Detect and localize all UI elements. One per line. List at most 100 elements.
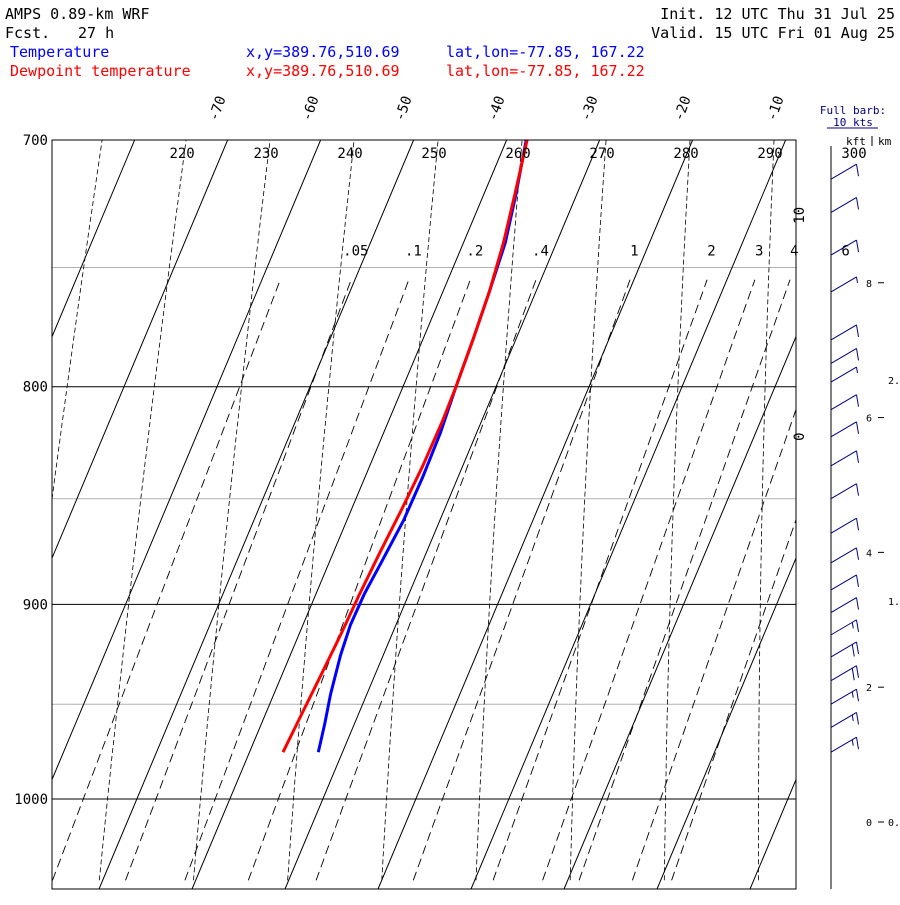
wind-barb-flag-12 [856,421,859,434]
wind-barb-flag-3 [851,668,855,681]
pressure-label-700: 700 [23,133,48,149]
wind-barb-flag-18 [856,240,859,253]
temperature-xy: x,y=389.76,510.69 [246,43,400,61]
wind-barb-flag-8 [856,547,859,560]
mixing-ratio-0.2 [247,279,471,881]
dry-adiabat-280 [663,140,691,881]
mixing-ratio-label-.05: .05 [343,243,368,259]
dry-adiabat-240 [287,140,355,881]
wind-barb-14 [830,366,858,383]
wind-barb-staff-11 [830,450,857,467]
isotherm--40 [191,140,508,889]
wind-barb-staff-6 [830,597,857,613]
mixing-ratio-label-1: 1 [630,243,638,259]
mixing-ratio-label-.4: .4 [532,243,549,259]
dry-adiabat-290 [758,140,775,881]
profile-layer [281,140,529,753]
isotherm--50 [98,140,415,889]
wind-barb-7 [830,574,859,591]
mixing-ratio-0.1 [184,279,410,881]
wind-barb-10 [830,483,859,500]
kft-label-6: 6 [866,414,872,425]
isotherm--20 [377,140,694,889]
kft-label-4: 4 [866,548,872,559]
wind-barb-19 [830,197,859,213]
wind-barb-staff-19 [830,197,857,213]
theta-label-270: 270 [589,146,614,162]
wind-barb-staff-9 [830,517,857,534]
wind-barb-3 [830,665,859,682]
wind-barb-flag-4 [856,641,859,655]
mixing-ratio-label-3: 3 [755,243,763,259]
wind-barb-flag-1 [856,712,859,725]
dry-adiabat-300 [851,127,859,881]
isotherm--30 [284,140,601,889]
wind-barb-0 [830,736,859,753]
barb-legend-line1: Full barb: [820,104,886,117]
mixing-ratio-4 [578,279,791,881]
wind-barb-staff-17 [830,276,857,293]
dry-adiabat-260 [475,140,523,881]
wind-barb-flag-10 [856,483,859,496]
wind-barb-staff-7 [830,574,857,591]
wind-barb-18 [830,239,859,256]
theta-label-290: 290 [757,146,782,162]
wind-barb-11 [830,450,859,467]
pressure-label-1000: 1000 [14,792,48,808]
wind-barb-12 [830,421,859,438]
wind-barb-flag-9 [856,518,859,531]
wind-barb-staff-20 [830,163,857,180]
wind-barb-20 [830,163,859,180]
wind-barb-16 [830,324,859,341]
wind-barb-staff-18 [830,239,857,256]
wind-barb-flag-0 [856,737,859,750]
temperature-profile [316,140,528,753]
wind-barb-9 [830,517,859,534]
wind-barb-2 [830,688,859,705]
wind-barb-staff-13 [830,394,857,411]
isotherm-label--60: -60 [299,94,323,123]
km-label-0.: 0. [888,818,900,829]
wind-barb-13 [830,394,859,411]
init-time: Init. 12 UTC Thu 31 Jul 25 [660,5,895,23]
pressure-label-800: 800 [23,380,48,396]
wind-barb-17 [830,276,858,293]
isotherm-label--50: -50 [392,94,416,123]
theta-label-240: 240 [337,146,362,162]
wind-barb-6 [830,597,859,613]
wind-barb-staff-15 [830,348,857,364]
grid-layer [52,127,859,889]
isotherm-label--40: -40 [485,94,509,123]
isotherm-10 [656,556,796,889]
mixing-ratio-3 [542,279,756,881]
wind-barb-half-17 [856,276,858,284]
mixing-ratio-0.05 [125,279,352,881]
dewpoint-latlon: lat,lon=-77.85, 167.22 [446,62,645,80]
mixing-ratio-label-6: 6 [841,243,849,259]
wind-barb-flag-5 [856,619,859,632]
isotherm-label-10: 10 [792,207,808,224]
wind-barb-staff-16 [830,324,857,341]
wind-barb-8 [830,547,859,564]
mixing-ratio-label-2: 2 [707,243,715,259]
wind-barb-staff-8 [830,547,857,564]
wind-barb-flag-16 [856,324,859,338]
dewpoint-xy: x,y=389.76,510.69 [246,62,400,80]
wind-barb-1 [830,711,859,728]
wind-barb-half-1 [851,714,854,722]
wind-barb-staff-12 [830,421,857,438]
km-label-1.: 1. [888,597,900,608]
kft-unit-label: kft [846,135,866,148]
theta-label-220: 220 [169,146,194,162]
isotherm--70 [52,140,229,560]
kft-label-0: 0 [866,818,872,829]
dry-adiabat-210 [52,140,103,503]
temperature-legend: Temperature [10,43,109,61]
wind-barb-flag-6 [856,597,859,610]
wind-barb-15 [830,348,859,364]
wind-barb-flag-3 [856,665,859,678]
kft-label-8: 8 [866,279,872,290]
isotherm--80 [52,140,136,339]
